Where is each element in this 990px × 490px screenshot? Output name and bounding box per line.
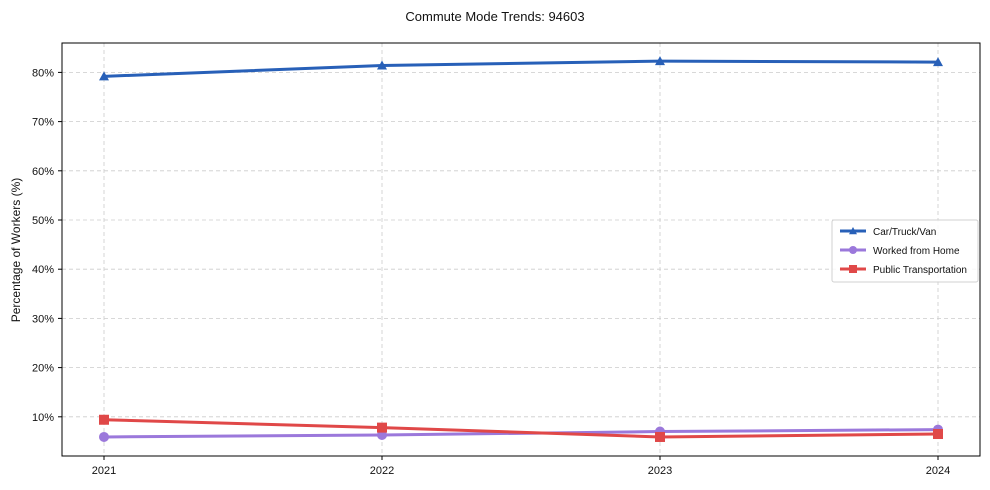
y-tick-label: 40% [32,264,54,276]
x-tick-label: 2023 [648,465,672,477]
axes: 10% 20% 30% 40% 50% 60% 70% 80% 2021 2022 2023 2024 [32,67,950,477]
y-tick-label: 10% [32,412,54,424]
grid-lines [62,43,980,456]
square-marker [849,265,857,273]
triangle-marker [655,56,665,66]
triangle-marker [849,227,857,235]
x-tick-label: 2021 [92,465,116,477]
square-marker [933,429,943,440]
legend-label: Worked from Home [873,246,960,257]
square-marker [655,431,665,442]
legend-label: Car/Truck/Van [873,227,936,238]
square-marker [377,422,387,433]
circle-marker [849,246,857,254]
y-tick-label: 80% [32,67,54,79]
triangle-marker [99,71,109,81]
circle-marker [99,431,109,442]
square-marker [99,414,109,425]
y-axis-label: Percentage of Workers (%) [9,178,23,323]
chart-title: Commute Mode Trends: 94603 [405,9,585,24]
series-line [103,418,939,439]
legend-item: Worked from Home [840,246,960,257]
y-tick-label: 30% [32,313,54,325]
triangle-marker [933,57,943,67]
series-line [103,59,939,78]
y-tick-label: 50% [32,215,54,227]
plot-frame [61,42,981,457]
series-lines [99,56,943,442]
triangle-marker [377,60,387,70]
y-tick-label: 60% [32,166,54,178]
legend-box [831,219,979,283]
legend: Car/Truck/Van Worked from Home Public Tran… [831,219,979,283]
y-tick-label: 70% [32,117,54,129]
legend-item: Public Transportation [840,265,967,276]
x-tick-label: 2022 [370,465,394,477]
x-tick-label: 2024 [926,465,950,477]
series-car-truck-van [99,56,943,81]
legend-label: Public Transportation [873,265,967,276]
y-tick-label: 20% [32,363,54,375]
series-public-transportation [99,414,943,442]
legend-item: Car/Truck/Van [840,227,936,238]
